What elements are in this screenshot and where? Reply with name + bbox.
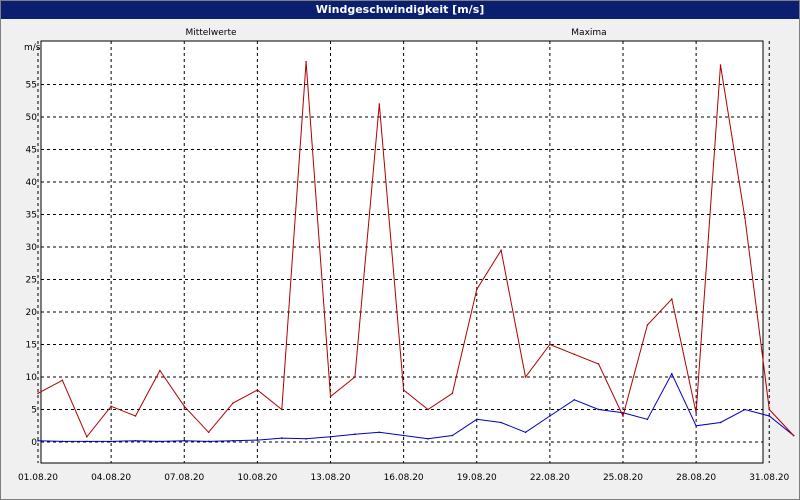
plot-area bbox=[40, 40, 764, 464]
data-point bbox=[159, 369, 161, 372]
data-point bbox=[329, 395, 332, 398]
data-point bbox=[549, 415, 551, 417]
x-tick-label: 13.08.20 bbox=[310, 473, 350, 483]
data-point bbox=[671, 298, 673, 300]
y-tick-label: 0 bbox=[31, 438, 37, 448]
data-point bbox=[378, 103, 381, 105]
x-tick-label: 31.08.20 bbox=[749, 473, 789, 483]
legend-mittelwerte: Mittelwerte bbox=[185, 28, 236, 38]
series-lines bbox=[37, 61, 795, 443]
x-axis: 01.08.20 04.08.20 07.08.20 10.08.20 13.08.20… bbox=[18, 473, 790, 483]
data-point bbox=[305, 438, 307, 440]
data-point bbox=[695, 412, 697, 414]
x-tick-label: 04.08.20 bbox=[91, 473, 131, 483]
y-tick-label: 45 bbox=[26, 146, 37, 156]
x-tick-label: 07.08.20 bbox=[164, 473, 204, 483]
data-point bbox=[695, 425, 697, 427]
data-point bbox=[524, 431, 527, 434]
data-point bbox=[500, 249, 502, 252]
data-point bbox=[476, 288, 478, 291]
x-tick-label: 16.08.20 bbox=[384, 473, 424, 483]
data-point bbox=[256, 439, 259, 441]
data-point bbox=[402, 389, 405, 391]
data-point bbox=[281, 437, 283, 439]
data-point bbox=[573, 353, 576, 356]
grid bbox=[37, 41, 770, 463]
data-point bbox=[500, 421, 502, 424]
data-point bbox=[61, 379, 64, 382]
data-point bbox=[110, 440, 112, 443]
y-tick-label: 30 bbox=[26, 243, 38, 253]
data-point bbox=[573, 399, 576, 401]
data-point bbox=[232, 402, 234, 404]
data-point bbox=[744, 217, 746, 219]
data-point bbox=[207, 431, 210, 434]
y-tick-label: 10 bbox=[26, 373, 38, 383]
data-point bbox=[378, 431, 381, 434]
data-point bbox=[402, 434, 405, 437]
data-point bbox=[232, 439, 234, 442]
data-point bbox=[476, 418, 478, 421]
data-point bbox=[646, 418, 649, 421]
x-tick-label: 22.08.20 bbox=[530, 473, 570, 483]
data-point bbox=[110, 405, 112, 408]
series-line-mittelwerte bbox=[37, 372, 794, 442]
data-point bbox=[37, 392, 39, 395]
legend-maxima: Maxima bbox=[571, 28, 606, 38]
data-point bbox=[37, 439, 39, 442]
data-point bbox=[183, 405, 186, 408]
data-point bbox=[86, 440, 88, 443]
data-point bbox=[134, 415, 137, 417]
data-point bbox=[646, 324, 649, 326]
data-point bbox=[768, 408, 771, 411]
series-line-maxima bbox=[37, 61, 794, 438]
data-point bbox=[256, 389, 259, 391]
x-tick-label: 28.08.20 bbox=[676, 473, 716, 483]
data-point bbox=[719, 421, 722, 424]
y-tick-label: 15 bbox=[26, 341, 37, 351]
data-point bbox=[768, 415, 771, 417]
data-point bbox=[622, 415, 624, 417]
data-point bbox=[792, 434, 795, 437]
data-point bbox=[305, 61, 307, 63]
data-point bbox=[524, 376, 527, 378]
data-point bbox=[354, 433, 356, 436]
y-tick-label: 40 bbox=[26, 178, 38, 188]
data-point bbox=[207, 440, 210, 443]
y-tick-label: 25 bbox=[26, 276, 37, 286]
y-tick-label: 55 bbox=[26, 81, 37, 91]
data-point bbox=[549, 343, 551, 346]
data-point bbox=[159, 440, 161, 443]
data-point bbox=[597, 363, 600, 365]
data-point bbox=[744, 408, 746, 411]
data-point bbox=[597, 408, 600, 411]
y-tick-label: 5 bbox=[31, 406, 37, 416]
x-tick-label: 19.08.20 bbox=[457, 473, 497, 483]
x-tick-label: 01.08.20 bbox=[18, 473, 58, 483]
data-point bbox=[427, 438, 429, 440]
data-point bbox=[183, 439, 186, 442]
y-axis-label: m/s bbox=[24, 43, 41, 53]
data-point bbox=[86, 436, 88, 438]
data-point bbox=[451, 392, 454, 395]
data-point bbox=[719, 64, 722, 66]
y-tick-label: 50 bbox=[26, 113, 38, 123]
y-axis: 0 5 10 15 20 25 30 35 40 45 50 55 bbox=[26, 81, 38, 449]
x-tick-label: 25.08.20 bbox=[603, 473, 643, 483]
data-point bbox=[61, 440, 64, 443]
data-point bbox=[281, 408, 283, 411]
data-point bbox=[451, 434, 454, 437]
y-tick-label: 35 bbox=[26, 211, 37, 221]
x-tick-label: 10.08.20 bbox=[237, 473, 277, 483]
window-title: Windgeschwindigkeit [m/s] bbox=[1, 1, 799, 19]
data-point bbox=[329, 436, 332, 438]
data-point bbox=[354, 376, 356, 378]
data-point bbox=[134, 439, 137, 442]
y-tick-label: 20 bbox=[26, 308, 38, 318]
data-point bbox=[427, 408, 429, 411]
data-point bbox=[671, 373, 673, 375]
